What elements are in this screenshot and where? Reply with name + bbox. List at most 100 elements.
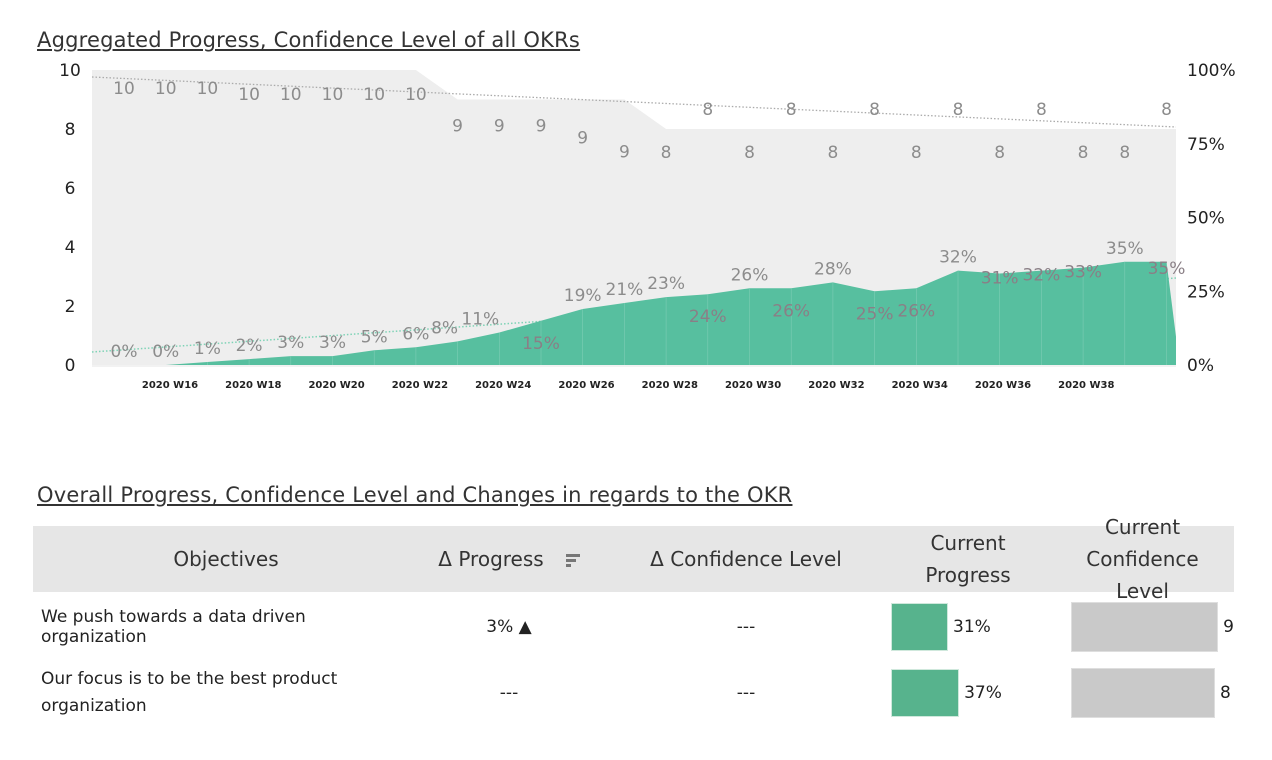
progress-bar (891, 603, 949, 651)
confidence-data-label: 8 (786, 100, 797, 120)
objective-cell: Our focus is to be the best product orga… (41, 669, 338, 716)
progress-data-label: 26% (731, 265, 769, 285)
delta-progress-cell: 3% ▲ (486, 617, 532, 637)
x-axis-tick: 2020 W30 (725, 380, 781, 391)
confidence-data-label: 10 (322, 85, 344, 105)
progress-data-label: 23% (647, 274, 685, 294)
progress-data-label: 6% (402, 324, 429, 344)
header-delta-confidence[interactable]: Δ Confidence Level (650, 547, 842, 571)
confidence-data-label: 10 (155, 79, 177, 99)
progress-data-label: 33% (1064, 263, 1102, 283)
sort-icon[interactable] (565, 552, 580, 569)
confidence-data-label: 8 (911, 143, 922, 163)
confidence-data-label: 9 (452, 117, 463, 137)
progress-data-label: 21% (606, 280, 644, 300)
confidence-data-label: 10 (197, 79, 219, 99)
x-axis-tick: 2020 W18 (225, 380, 281, 391)
x-axis-tick: 2020 W28 (642, 380, 698, 391)
progress-data-label: 26% (772, 301, 810, 321)
progress-data-label: 11% (461, 310, 499, 330)
confidence-cell: 9 (1051, 602, 1234, 652)
confidence-value: 8 (1220, 683, 1231, 703)
confidence-data-label: 9 (494, 117, 505, 137)
progress-data-label: 0% (152, 342, 179, 362)
confidence-data-label: 10 (113, 79, 135, 99)
confidence-bar (1071, 602, 1219, 652)
x-axis-tick: 2020 W32 (808, 380, 864, 391)
progress-cell: 31% (885, 603, 1051, 651)
progress-data-label: 25% (856, 304, 894, 324)
progress-data-label: 3% (319, 333, 346, 353)
x-axis-tick: 2020 W20 (308, 380, 364, 391)
left-axis-tick: 6 (65, 179, 76, 199)
progress-data-label: 35% (1106, 239, 1144, 259)
x-axis-tick: 2020 W16 (142, 380, 198, 391)
confidence-data-label: 8 (1036, 100, 1047, 120)
x-axis-tick: 2020 W34 (892, 380, 948, 391)
progress-data-label: 5% (361, 327, 388, 347)
left-axis-tick: 8 (65, 120, 76, 140)
okr-table: Objectives Δ Progress Δ Confidence Level… (33, 515, 1234, 724)
progress-data-label: 32% (1023, 266, 1061, 286)
confidence-cell: 8 (1051, 668, 1234, 718)
progress-data-label: 19% (564, 286, 602, 306)
header-objectives[interactable]: Objectives (173, 547, 279, 571)
header-delta-progress-label: Δ Progress (438, 547, 544, 571)
delta-confidence-cell: --- (736, 617, 756, 637)
progress-data-label: 24% (689, 307, 727, 327)
confidence-data-label: 9 (577, 129, 588, 149)
confidence-data-label: 8 (1161, 100, 1172, 120)
left-axis-tick: 10 (59, 61, 81, 81)
x-axis-tick: 2020 W22 (392, 380, 448, 391)
confidence-data-label: 8 (744, 143, 755, 163)
table-title: Overall Progress, Confidence Level and C… (37, 483, 793, 507)
table-row: We push towards a data driven organizati… (33, 592, 1234, 662)
progress-value: 37% (964, 683, 1002, 703)
header-delta-progress[interactable]: Δ Progress (411, 543, 607, 575)
header-current-progress[interactable]: Current Progress (925, 531, 1011, 587)
confidence-data-label: 8 (827, 143, 838, 163)
progress-bar (891, 669, 960, 717)
left-axis-tick: 0 (65, 356, 76, 376)
progress-data-label: 2% (236, 336, 263, 356)
right-axis-tick: 100% (1187, 61, 1236, 81)
confidence-data-label: 10 (405, 85, 427, 105)
right-axis-tick: 50% (1187, 209, 1225, 229)
confidence-data-label: 9 (536, 117, 547, 137)
confidence-data-label: 8 (953, 100, 964, 120)
table-header: Objectives Δ Progress Δ Confidence Level… (33, 515, 1234, 603)
confidence-trendline (91, 76, 1177, 128)
progress-data-label: 8% (431, 318, 458, 338)
left-axis-tick: 2 (65, 297, 76, 317)
progress-cell: 37% (885, 669, 1051, 717)
progress-data-label: 0% (111, 342, 138, 362)
confidence-data-label: 8 (702, 100, 713, 120)
confidence-data-label: 10 (280, 85, 302, 105)
confidence-value: 9 (1223, 617, 1234, 637)
delta-progress-cell: --- (499, 683, 519, 703)
x-axis-tick: 2020 W26 (558, 380, 614, 391)
x-axis-tick: 2020 W24 (475, 380, 531, 391)
delta-confidence-cell: --- (736, 683, 756, 703)
progress-area (92, 261, 1176, 365)
confidence-data-label: 8 (1119, 143, 1130, 163)
objective-cell: We push towards a data driven organizati… (41, 607, 306, 647)
table-row: Our focus is to be the best product orga… (33, 662, 1234, 724)
header-current-confidence[interactable]: Current Confidence Level (1086, 515, 1199, 603)
confidence-data-label: 10 (363, 85, 385, 105)
progress-data-label: 3% (277, 333, 304, 353)
confidence-data-label: 8 (661, 143, 672, 163)
confidence-data-label: 8 (1078, 143, 1089, 163)
progress-data-label: 32% (939, 248, 977, 268)
progress-data-label: 1% (194, 339, 221, 359)
confidence-data-label: 8 (869, 100, 880, 120)
chart-title: Aggregated Progress, Confidence Level of… (37, 28, 581, 52)
x-axis-tick: 2020 W38 (1058, 380, 1114, 391)
x-axis-tick: 2020 W36 (975, 380, 1031, 391)
right-axis-tick: 0% (1187, 356, 1214, 376)
confidence-bar (1071, 668, 1215, 718)
progress-data-label: 35% (1148, 259, 1186, 279)
confidence-data-label: 9 (619, 143, 630, 163)
progress-data-label: 31% (981, 269, 1019, 289)
